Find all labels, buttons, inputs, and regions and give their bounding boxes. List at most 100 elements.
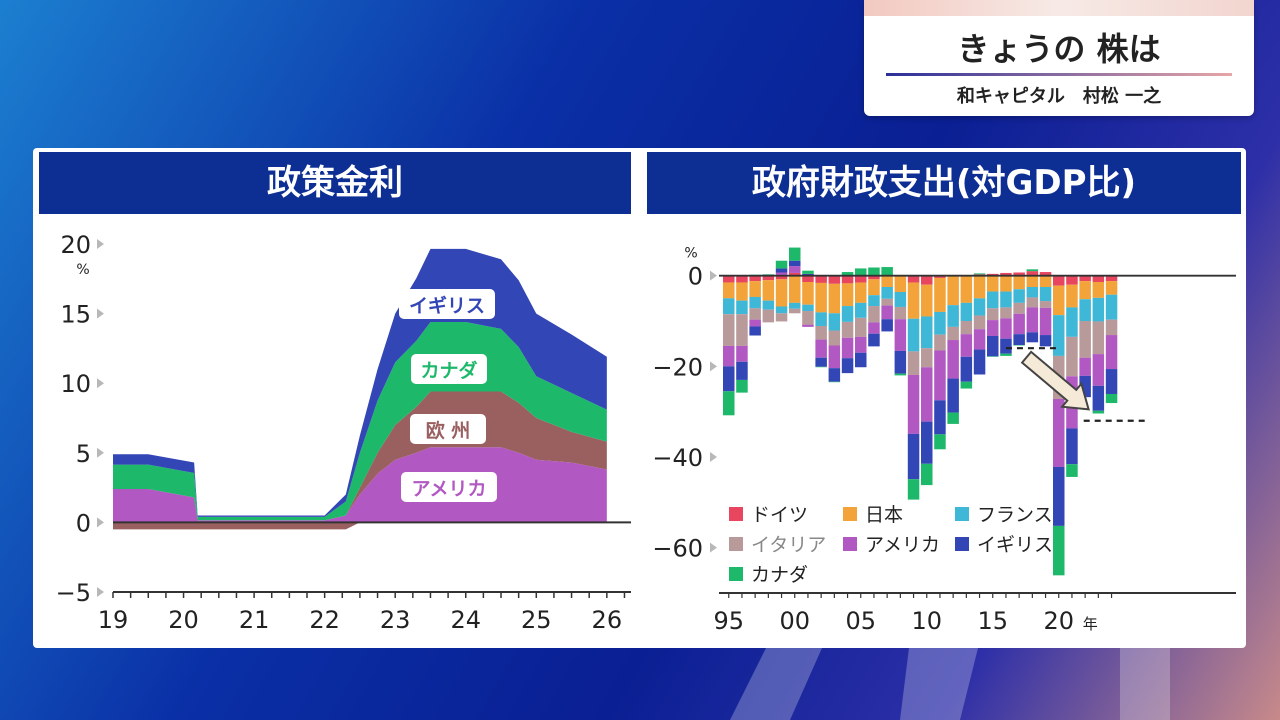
bar-segment-イタリア bbox=[934, 334, 946, 351]
bar-segment-イギリス bbox=[1092, 385, 1105, 411]
x-tick-label: 20 bbox=[1043, 607, 1074, 635]
bar-segment-カナダ bbox=[736, 379, 748, 393]
bar-segment-フランス bbox=[828, 313, 841, 331]
bar-segment-ドイツ bbox=[815, 275, 827, 283]
legend-label: フランス bbox=[977, 504, 1053, 526]
bar-segment-イタリア bbox=[828, 330, 841, 346]
y-tick-label: −5 bbox=[56, 579, 91, 607]
bar-segment-カナダ bbox=[947, 412, 959, 424]
bar-segment-フランス bbox=[815, 312, 827, 326]
bar-segment-日本 bbox=[1039, 275, 1052, 287]
bar-segment-フランス bbox=[736, 300, 748, 315]
bar-segment-アメリカ bbox=[987, 320, 999, 336]
y-tick-marker bbox=[710, 361, 717, 372]
bar-segment-イタリア bbox=[723, 314, 735, 346]
series-label-bg bbox=[401, 472, 497, 502]
bar-segment-ドイツ bbox=[1013, 272, 1025, 276]
bar-segment-アメリカ bbox=[828, 345, 841, 369]
bar-segment-イタリア bbox=[881, 298, 893, 306]
bar-segment-イタリア bbox=[749, 308, 761, 320]
title-divider bbox=[886, 73, 1232, 76]
bar-segment-イギリス bbox=[907, 433, 920, 480]
legend-label: ドイツ bbox=[751, 504, 808, 526]
bar-segment-アメリカ bbox=[1026, 307, 1039, 333]
y-tick-label: 20 bbox=[60, 231, 91, 259]
bar-segment-イギリス bbox=[921, 421, 933, 464]
bar-segment-ドイツ bbox=[1053, 275, 1065, 286]
bar-segment-カナダ bbox=[1026, 269, 1039, 272]
bar-segment-イギリス bbox=[868, 333, 880, 347]
bar-segment-アメリカ bbox=[749, 319, 761, 327]
bar-segment-ドイツ bbox=[1079, 275, 1091, 282]
bar-segment-ドイツ bbox=[1000, 272, 1012, 276]
legend-swatch bbox=[843, 537, 857, 551]
bar-segment-日本 bbox=[855, 282, 867, 303]
legend-label: 日本 bbox=[865, 504, 903, 526]
bar-segment-カナダ bbox=[789, 247, 801, 261]
x-tick-label: 21 bbox=[239, 606, 270, 634]
bar-segment-ドイツ bbox=[1105, 275, 1118, 282]
bar-segment-カナダ bbox=[934, 434, 946, 450]
y-tick-label: 0 bbox=[688, 263, 703, 291]
bar-segment-日本 bbox=[987, 275, 999, 292]
bar-segment-ドイツ bbox=[855, 275, 867, 283]
bar-segment-カナダ bbox=[960, 381, 973, 389]
y-tick-label: −20 bbox=[652, 353, 703, 381]
bar-segment-ドイツ bbox=[987, 273, 999, 276]
bar-segment-フランス bbox=[749, 296, 761, 309]
bar-segment-カナダ bbox=[1105, 393, 1118, 404]
bar-segment-アメリカ bbox=[775, 272, 788, 276]
bar-segment-イタリア bbox=[894, 306, 907, 320]
bar-segment-フランス bbox=[947, 305, 959, 327]
bar-segment-カナダ bbox=[775, 260, 788, 269]
bar-segment-カナダ bbox=[723, 391, 735, 416]
bar-segment-イギリス bbox=[1105, 369, 1118, 394]
bar-segment-日本 bbox=[1053, 285, 1065, 316]
x-tick-label: 20 bbox=[168, 606, 199, 634]
y-tick-marker bbox=[710, 270, 717, 281]
bar-segment-アメリカ bbox=[841, 337, 854, 359]
y-tick-label: 15 bbox=[60, 301, 91, 329]
legend-swatch bbox=[843, 507, 857, 521]
bar-segment-フランス bbox=[1079, 299, 1091, 321]
y-tick-label: 0 bbox=[76, 509, 91, 537]
bar-segment-イギリス bbox=[815, 357, 827, 367]
bar-segment-イギリス bbox=[973, 349, 986, 375]
bar-segment-ドイツ bbox=[723, 275, 735, 283]
bar-segment-日本 bbox=[723, 282, 735, 299]
bar-segment-ドイツ bbox=[907, 275, 920, 283]
bar-segment-アメリカ bbox=[921, 367, 933, 422]
legend-swatch bbox=[955, 537, 969, 551]
legend-swatch bbox=[729, 507, 743, 521]
left-chart-title: 政策金利 bbox=[39, 152, 631, 214]
bar-segment-フランス bbox=[973, 298, 986, 316]
bar-segment-イタリア bbox=[762, 309, 775, 323]
bar-segment-日本 bbox=[1000, 275, 1012, 292]
bar-segment-ドイツ bbox=[828, 275, 841, 284]
x-tick-label: 15 bbox=[977, 607, 1008, 635]
x-tick-label: 95 bbox=[713, 607, 744, 635]
bar-segment-日本 bbox=[973, 275, 986, 299]
bar-segment-アメリカ bbox=[960, 334, 973, 357]
bar-segment-イタリア bbox=[855, 317, 867, 337]
bar-segment-カナダ bbox=[881, 267, 893, 276]
bar-segment-フランス bbox=[960, 302, 973, 321]
bar-segment-ドイツ bbox=[775, 275, 788, 280]
bar-segment-ドイツ bbox=[762, 275, 775, 281]
bar-segment-イタリア bbox=[1092, 321, 1105, 355]
bar-segment-ドイツ bbox=[934, 275, 946, 278]
bar-segment-日本 bbox=[789, 275, 801, 303]
bar-segment-フランス bbox=[1066, 307, 1078, 337]
bar-segment-日本 bbox=[907, 282, 920, 319]
bar-segment-イタリア bbox=[841, 321, 854, 338]
bar-segment-フランス bbox=[855, 302, 867, 318]
bar-segment-日本 bbox=[802, 282, 814, 305]
bar-segment-イギリス bbox=[855, 352, 867, 368]
legend-label: イギリス bbox=[977, 534, 1053, 556]
bar-segment-アメリカ bbox=[868, 322, 880, 334]
bar-segment-イタリア bbox=[789, 308, 801, 314]
y-tick-marker bbox=[710, 542, 717, 553]
bar-segment-フランス bbox=[762, 300, 775, 310]
legend-label: イタリア bbox=[751, 534, 826, 556]
